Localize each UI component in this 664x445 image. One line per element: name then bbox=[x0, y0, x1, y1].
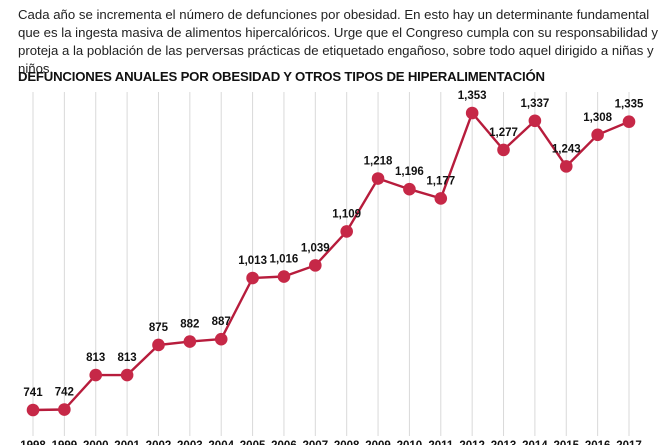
x-tick-label-2009: 2009 bbox=[365, 440, 391, 445]
data-label-2000: 813 bbox=[86, 352, 105, 364]
data-point-2000 bbox=[89, 368, 103, 382]
data-label-1999: 742 bbox=[55, 387, 74, 399]
data-label-2002: 875 bbox=[149, 322, 169, 334]
x-tick-label-2006: 2006 bbox=[271, 440, 297, 445]
x-tick-label-2016: 2016 bbox=[585, 440, 611, 445]
line-layer bbox=[32, 111, 630, 412]
data-label-2003: 882 bbox=[180, 319, 199, 331]
x-tick-label-2010: 2010 bbox=[397, 440, 423, 445]
data-label-2013: 1,277 bbox=[489, 127, 518, 139]
data-label-2010: 1,196 bbox=[395, 166, 424, 178]
x-tick-label-2014: 2014 bbox=[522, 440, 548, 445]
series-line bbox=[32, 111, 630, 412]
data-point-2010 bbox=[403, 182, 416, 196]
data-point-2013 bbox=[497, 143, 510, 157]
data-point-1998 bbox=[26, 403, 40, 417]
x-tick-label-2012: 2012 bbox=[459, 440, 485, 445]
data-label-2001: 813 bbox=[118, 352, 137, 364]
x-tick-label-2001: 2001 bbox=[114, 440, 140, 445]
data-label-2015: 1,243 bbox=[552, 143, 581, 155]
data-label-1998: 741 bbox=[23, 387, 43, 399]
x-tick-label-2017: 2017 bbox=[616, 440, 642, 445]
x-tick-label-1999: 1999 bbox=[52, 440, 78, 445]
data-point-2012 bbox=[465, 106, 479, 120]
chart-title: DEFUNCIONES ANUALES POR OBESIDAD Y OTROS… bbox=[18, 69, 545, 84]
x-tick-label-2003: 2003 bbox=[177, 440, 203, 445]
data-label-2012: 1,353 bbox=[458, 90, 487, 102]
data-label-2014: 1,337 bbox=[521, 98, 550, 110]
x-tick-label-2000: 2000 bbox=[83, 440, 109, 445]
data-label-2005: 1,013 bbox=[238, 255, 267, 267]
data-point-2003 bbox=[183, 335, 197, 348]
data-label-2007: 1,039 bbox=[301, 242, 330, 254]
data-label-2016: 1,308 bbox=[583, 112, 612, 124]
x-tick-label-2013: 2013 bbox=[491, 440, 517, 445]
x-tick-label-2007: 2007 bbox=[303, 440, 329, 445]
data-point-2017 bbox=[622, 115, 636, 129]
data-point-1999 bbox=[58, 403, 71, 416]
tick-layer: 1998 1999 2000 2001 2002 2003 2004 2005 2006 2007… bbox=[20, 440, 642, 445]
x-tick-label-2015: 2015 bbox=[553, 440, 579, 445]
x-tick-label-2008: 2008 bbox=[334, 440, 360, 445]
x-tick-label-1998: 1998 bbox=[20, 440, 46, 445]
grid-layer bbox=[32, 92, 630, 436]
data-label-2006: 1,016 bbox=[270, 254, 299, 266]
data-label-2009: 1,218 bbox=[364, 156, 393, 168]
data-point-2005 bbox=[246, 271, 259, 285]
x-tick-label-2002: 2002 bbox=[146, 440, 172, 445]
data-label-2008: 1,109 bbox=[332, 208, 361, 220]
data-point-2009 bbox=[371, 172, 385, 185]
data-point-2014 bbox=[528, 114, 542, 128]
data-point-2008 bbox=[340, 225, 353, 238]
point-layer bbox=[26, 106, 636, 417]
x-tick-label-2005: 2005 bbox=[240, 440, 266, 445]
intro-paragraph: Cada año se incrementa el número de defu… bbox=[18, 7, 658, 76]
data-point-2002 bbox=[152, 338, 165, 352]
x-tick-label-2011: 2011 bbox=[428, 440, 454, 445]
data-point-2006 bbox=[277, 270, 291, 283]
data-point-2011 bbox=[434, 192, 448, 205]
data-point-2004 bbox=[214, 332, 228, 346]
data-point-2016 bbox=[591, 128, 604, 142]
data-point-2015 bbox=[559, 160, 573, 173]
data-label-2004: 887 bbox=[212, 316, 231, 328]
data-label-2017: 1,335 bbox=[615, 99, 644, 111]
data-point-2001 bbox=[120, 368, 134, 382]
data-label-2011: 1,177 bbox=[426, 175, 455, 187]
x-tick-label-2004: 2004 bbox=[208, 440, 234, 445]
data-point-2007 bbox=[309, 259, 322, 272]
